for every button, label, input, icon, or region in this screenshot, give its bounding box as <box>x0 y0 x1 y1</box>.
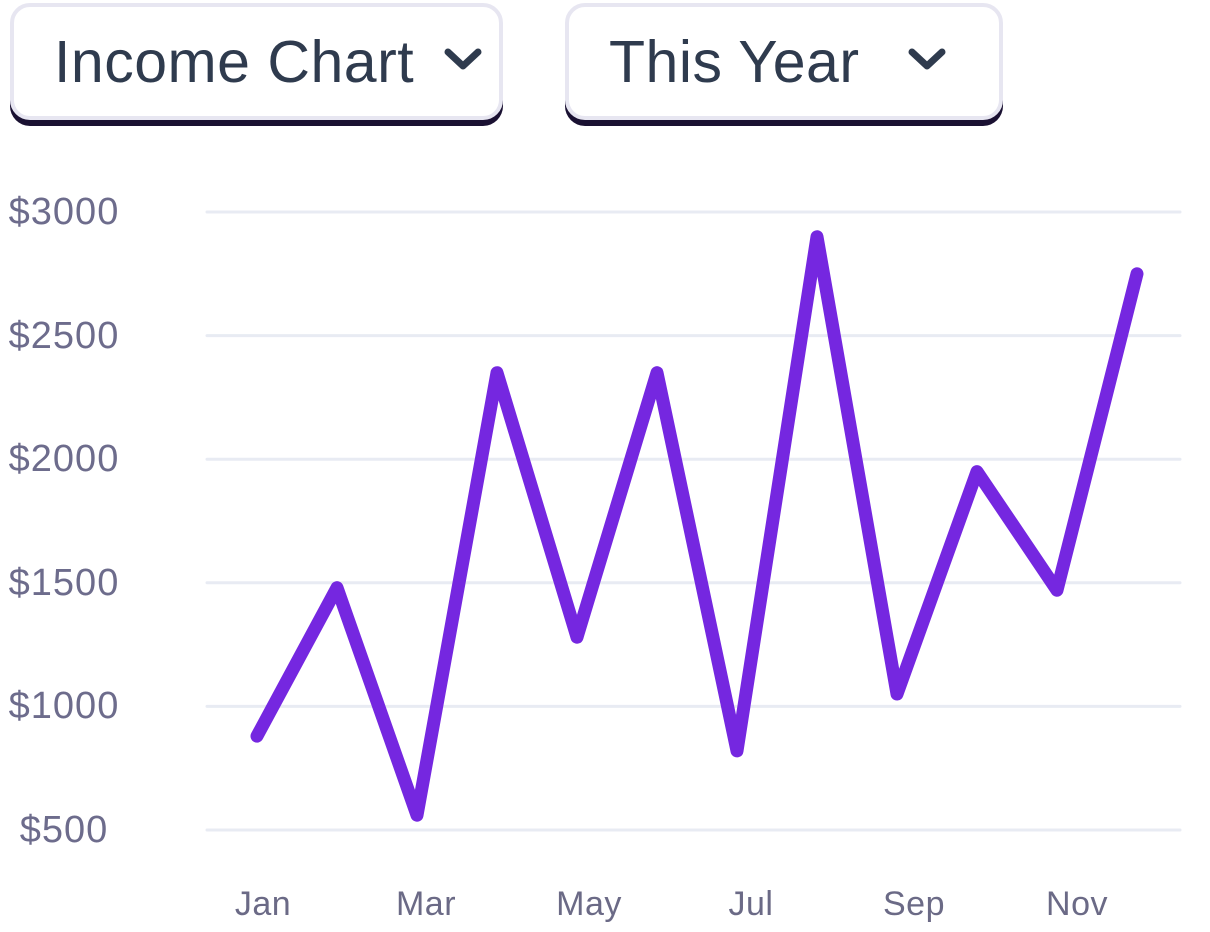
chevron-down-icon <box>444 47 482 76</box>
period-dropdown-label: This Year <box>609 28 860 95</box>
x-axis-label: Jul <box>728 885 774 923</box>
x-axis-label: Jan <box>234 885 292 923</box>
x-axis-label: Sep <box>883 885 945 923</box>
y-axis-label: $3000 <box>8 191 120 233</box>
x-axis-label: Nov <box>1046 885 1108 923</box>
x-axis-label: May <box>556 885 622 923</box>
gridlines <box>205 210 1182 832</box>
income-line-series <box>250 230 1144 822</box>
chart-type-dropdown[interactable]: Income Chart <box>10 3 503 120</box>
chart-type-dropdown-label: Income Chart <box>54 28 415 95</box>
chevron-down-icon <box>908 47 946 76</box>
y-axis-label: $2500 <box>8 314 120 357</box>
period-dropdown[interactable]: This Year <box>565 3 1003 120</box>
y-axis-label: $2000 <box>8 438 120 481</box>
y-axis-label: $1500 <box>8 561 120 604</box>
y-axis-label: $1000 <box>8 685 120 728</box>
x-axis-label: Mar <box>395 885 457 923</box>
y-axis-label: $500 <box>19 809 109 851</box>
